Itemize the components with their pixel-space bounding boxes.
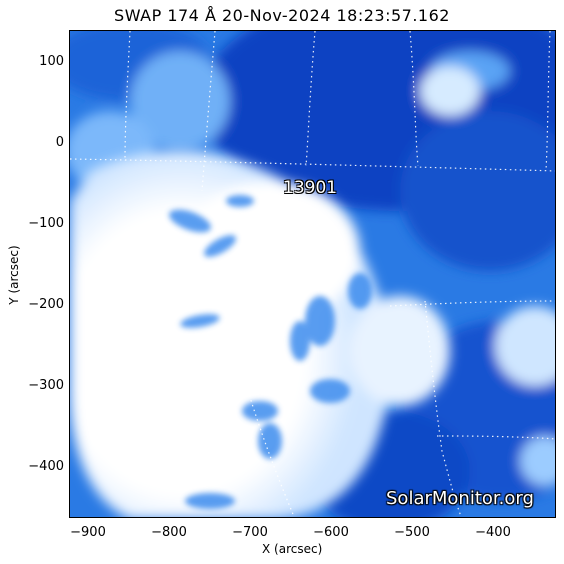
x-axis-label: X (arcsec) [262,542,323,556]
y-tick-label: −400 [28,459,64,474]
watermark: SolarMonitor.org [386,488,534,509]
x-tick-label: −600 [313,525,349,540]
x-tick-label: −500 [394,525,430,540]
image-title: SWAP 174 Å 20-Nov-2024 18:23:57.162 [114,6,450,25]
solar-image-canvas [70,31,555,517]
y-tick-label: 100 [39,54,64,69]
y-tick-label: −100 [28,216,64,231]
y-tick-label: −300 [28,378,64,393]
y-tick-label: 0 [55,135,64,150]
x-tick-label: −400 [475,525,511,540]
x-tick-label: −900 [70,525,106,540]
x-tick-label: −700 [232,525,268,540]
active-region-label: 13901 [283,178,338,198]
y-tick-label: −200 [28,297,64,312]
solar-euv-image [69,30,556,518]
x-tick-label: −800 [151,525,187,540]
